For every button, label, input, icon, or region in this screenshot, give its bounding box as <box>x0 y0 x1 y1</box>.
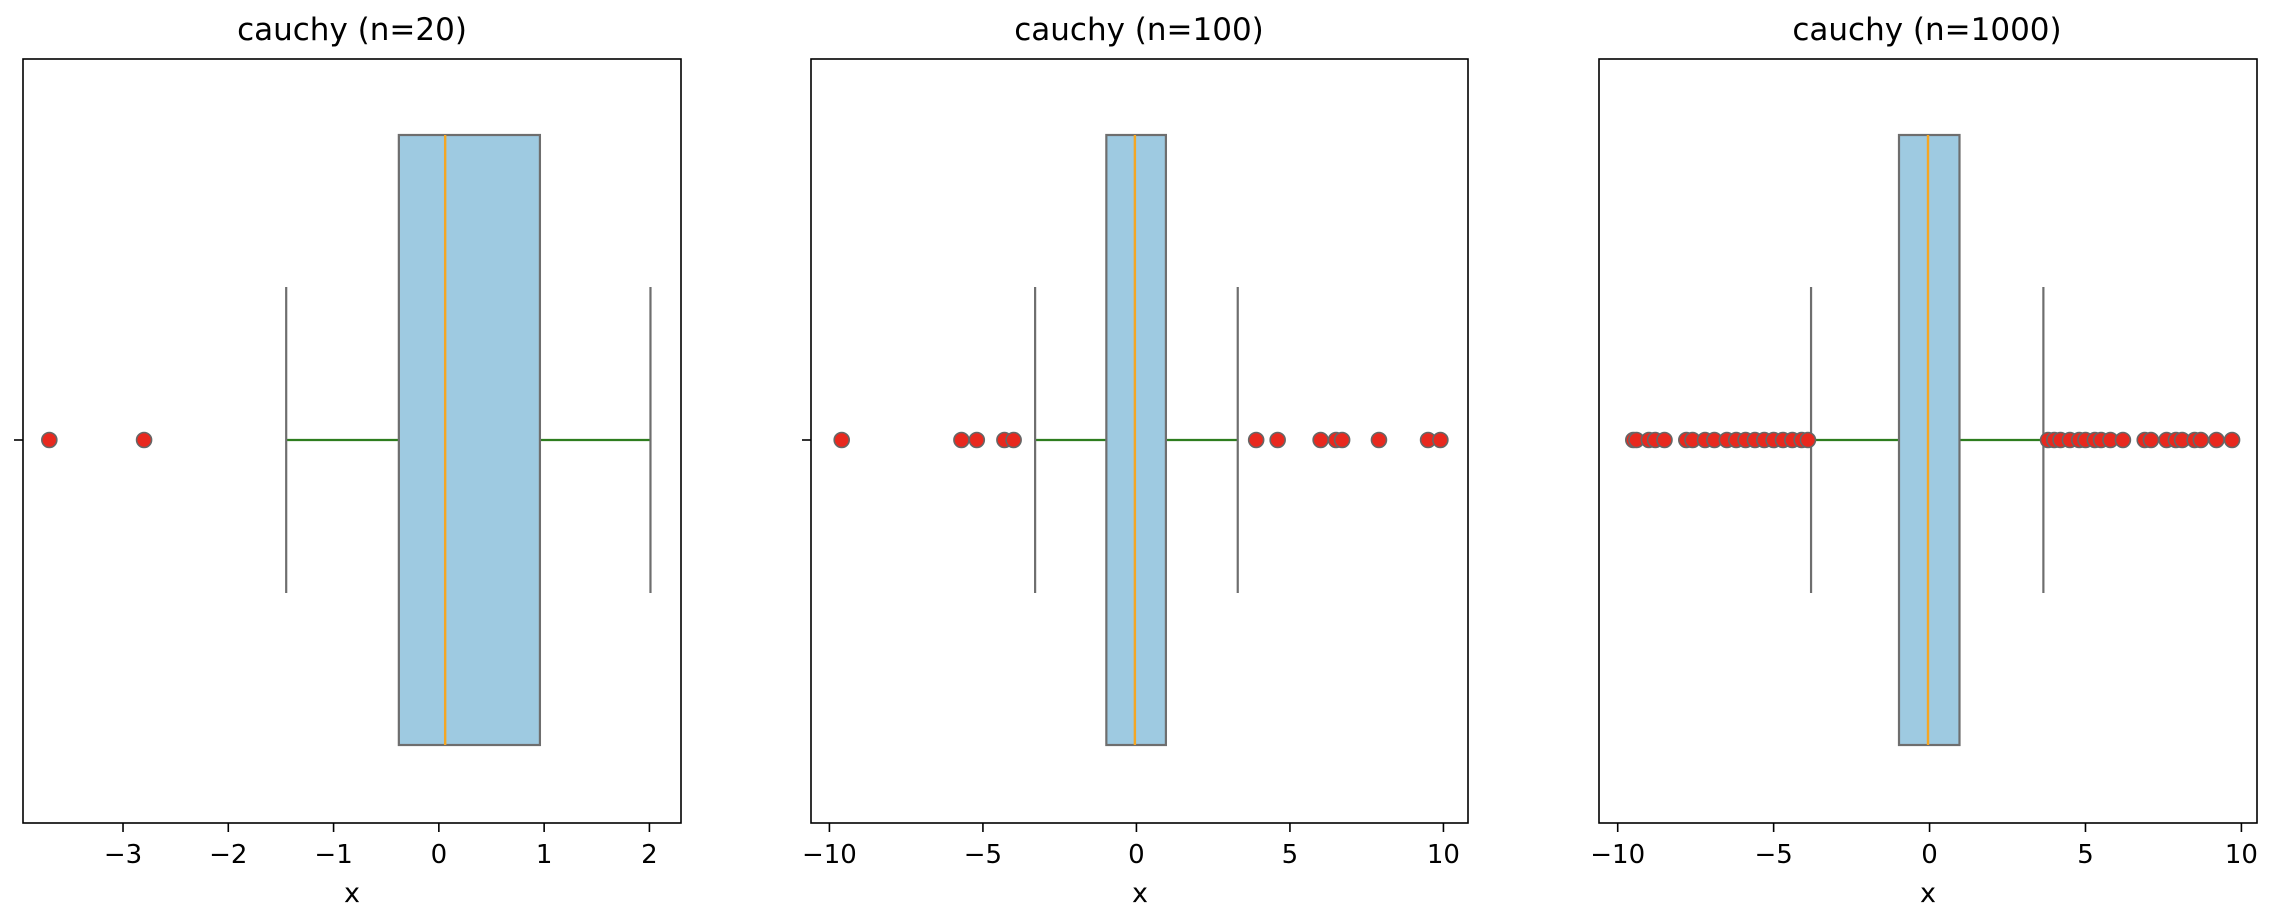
subplot-1-title: cauchy (n=20) <box>237 12 467 48</box>
outlier-point <box>2208 431 2225 449</box>
x-tick-label: 10 <box>1427 840 1460 870</box>
subplot-1-axes-frame <box>22 58 682 824</box>
iqr-box <box>397 133 542 747</box>
outlier-point <box>1799 431 1817 449</box>
outlier-point <box>1370 431 1388 449</box>
outlier-point <box>968 431 986 449</box>
x-tick-label: 5 <box>1282 840 1299 870</box>
outlier-point <box>2142 431 2160 449</box>
outlier-point <box>2114 431 2132 449</box>
outlier-point <box>1269 431 1286 449</box>
outlier-point <box>1432 431 1449 449</box>
x-tick-label: 0 <box>1921 840 1938 870</box>
outlier-point <box>1005 431 1022 449</box>
x-tick-label: 1 <box>536 840 553 870</box>
subplot-1-xlabel: x <box>344 878 360 909</box>
subplot-2-plot: −10 −5 0 5 10 <box>802 133 1460 870</box>
x-tick-label: 0 <box>1128 840 1145 870</box>
subplot-3-axes-frame <box>1598 58 2258 824</box>
subplot-3: cauchy (n=1000) −10 −5 0 5 10 x <box>1590 12 2258 909</box>
subplot-2-axes-frame <box>810 58 1469 824</box>
outlier-point <box>1312 431 1329 449</box>
x-tick-label: −1 <box>314 840 352 870</box>
subplot-3-xlabel: x <box>1920 878 1936 909</box>
x-tick-label: −5 <box>964 840 1002 870</box>
subplot-2-xlabel: x <box>1132 878 1148 909</box>
outlier-point <box>833 431 851 449</box>
x-tick-label: 5 <box>2077 840 2094 870</box>
outlier-point <box>41 431 58 449</box>
subplot-1: cauchy (n=20) −3 −2 −1 0 1 2 x <box>14 12 682 909</box>
x-tick-label: 10 <box>2225 840 2258 870</box>
x-tick-label: −10 <box>802 840 857 870</box>
outlier-point <box>953 431 970 449</box>
iqr-box <box>1105 133 1168 747</box>
outlier-point <box>1333 431 1351 449</box>
x-tick-label: −10 <box>1590 840 1645 870</box>
subplot-1-plot: −3 −2 −1 0 1 2 <box>14 133 658 870</box>
subplot-2-title: cauchy (n=100) <box>1014 12 1264 48</box>
outlier-point <box>1656 431 1673 449</box>
outlier-point <box>2192 431 2210 449</box>
iqr-box <box>1897 133 1961 747</box>
subplot-3-plot: −10 −5 0 5 10 <box>1590 133 2258 870</box>
subplot-2: cauchy (n=100) −10 −5 0 5 10 x <box>802 12 1469 909</box>
x-tick-label: −5 <box>1754 840 1792 870</box>
subplot-3-title: cauchy (n=1000) <box>1792 12 2061 48</box>
x-tick-label: −3 <box>104 840 142 870</box>
x-tick-label: 2 <box>641 840 658 870</box>
x-tick-label: −2 <box>209 840 247 870</box>
outlier-point <box>1247 431 1265 449</box>
x-tick-label: 0 <box>431 840 448 870</box>
outlier-point <box>135 431 153 449</box>
outlier-point <box>2223 431 2241 449</box>
